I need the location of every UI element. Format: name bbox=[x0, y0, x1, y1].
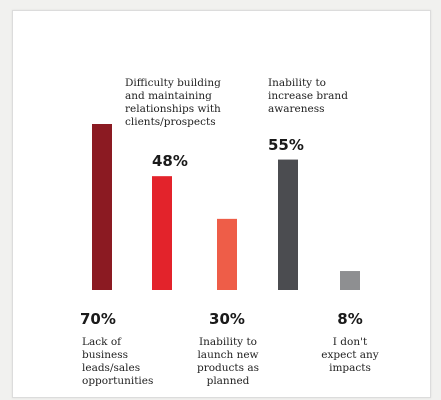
bar-2 bbox=[152, 176, 172, 290]
bar-5 bbox=[340, 271, 360, 290]
value-label-3: 30% bbox=[209, 310, 245, 328]
category-label-5: I don't expect any impacts bbox=[321, 336, 379, 374]
bar-4 bbox=[278, 159, 298, 290]
value-label-4: 55% bbox=[268, 136, 304, 154]
bar-3 bbox=[217, 218, 237, 290]
chart-frame bbox=[12, 10, 431, 398]
value-label-5: 8% bbox=[337, 310, 362, 328]
value-label-1: 70% bbox=[80, 310, 116, 328]
bar-1 bbox=[92, 124, 112, 290]
category-label-4: Inability to increase brand awareness bbox=[268, 77, 348, 115]
value-label-2: 48% bbox=[152, 152, 188, 170]
category-label-2: Difficulty building and maintaining relati… bbox=[125, 77, 221, 128]
category-label-3: Inability to launch new products as planned bbox=[197, 336, 259, 387]
category-label-1: Lack of business leads/sales opportunities bbox=[82, 336, 153, 387]
